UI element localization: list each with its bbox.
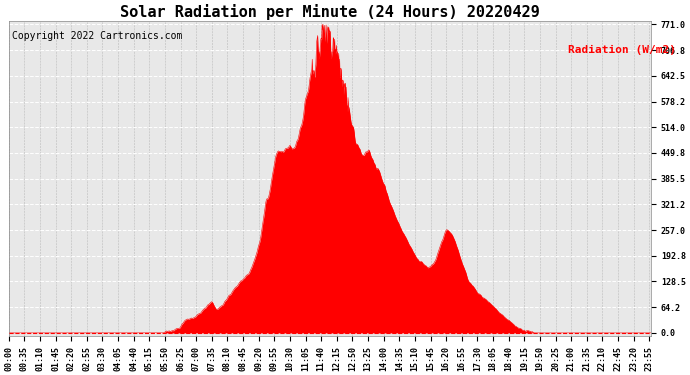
Title: Solar Radiation per Minute (24 Hours) 20220429: Solar Radiation per Minute (24 Hours) 20… xyxy=(120,4,540,20)
Text: Copyright 2022 Cartronics.com: Copyright 2022 Cartronics.com xyxy=(12,31,182,41)
Text: Radiation (W/m2): Radiation (W/m2) xyxy=(568,45,676,55)
